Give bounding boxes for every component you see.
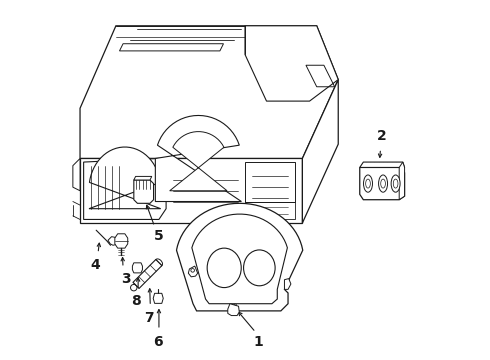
Polygon shape [133, 260, 162, 288]
Ellipse shape [244, 250, 275, 286]
Text: 7: 7 [144, 311, 154, 324]
Polygon shape [73, 158, 80, 191]
Polygon shape [115, 234, 128, 248]
Polygon shape [134, 176, 152, 180]
Polygon shape [192, 214, 287, 304]
Polygon shape [170, 132, 227, 191]
Polygon shape [302, 80, 338, 223]
Text: 6: 6 [153, 335, 163, 349]
Polygon shape [134, 180, 153, 203]
Polygon shape [285, 279, 291, 289]
Text: 2: 2 [376, 129, 386, 143]
Polygon shape [228, 304, 239, 316]
Text: 5: 5 [154, 229, 164, 243]
Ellipse shape [364, 175, 372, 192]
Polygon shape [245, 26, 338, 101]
Text: 8: 8 [131, 294, 141, 308]
Polygon shape [155, 116, 242, 202]
Ellipse shape [207, 248, 241, 288]
Polygon shape [84, 158, 166, 220]
Polygon shape [188, 266, 197, 277]
Ellipse shape [155, 259, 163, 266]
Polygon shape [360, 167, 405, 200]
Ellipse shape [391, 175, 400, 192]
Ellipse shape [379, 175, 388, 192]
Text: 4: 4 [90, 258, 100, 272]
Polygon shape [245, 162, 295, 202]
Text: 3: 3 [121, 272, 131, 286]
Polygon shape [360, 162, 405, 167]
Polygon shape [153, 293, 163, 303]
Polygon shape [132, 263, 143, 273]
Polygon shape [399, 162, 405, 200]
Polygon shape [108, 237, 117, 245]
Polygon shape [176, 203, 303, 311]
Ellipse shape [130, 284, 137, 291]
Polygon shape [89, 147, 161, 209]
Text: 1: 1 [254, 335, 264, 349]
Polygon shape [80, 158, 302, 223]
Polygon shape [80, 26, 338, 158]
